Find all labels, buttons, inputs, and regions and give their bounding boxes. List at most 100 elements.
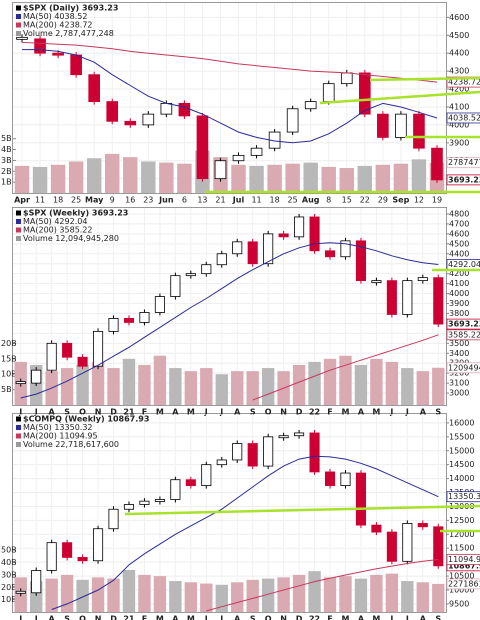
- candle: [309, 216, 320, 252]
- trendline: [124, 504, 480, 516]
- y-tick-label: 4300: [449, 67, 469, 76]
- candle: [431, 147, 443, 181]
- candle: [263, 436, 274, 467]
- legend-swatch: [16, 425, 21, 430]
- candle: [34, 38, 46, 54]
- x-tick-label: A: [358, 615, 365, 620]
- price-tag-box: [446, 329, 480, 341]
- y-tick-label: 4400: [449, 49, 469, 58]
- y-tick-label: 4100: [449, 279, 469, 288]
- candle: [93, 330, 104, 367]
- ma-line: [21, 41, 438, 83]
- x-tick-label: N: [95, 408, 102, 417]
- x-tick-label: 15: [342, 196, 352, 205]
- volume-bar: [321, 166, 336, 193]
- x-tick-label: J: [219, 615, 223, 620]
- x-tick-label: J: [34, 615, 38, 620]
- candle: [278, 435, 289, 439]
- volume-bar: [141, 161, 156, 193]
- volume-bar: [401, 581, 414, 612]
- candle: [413, 113, 425, 149]
- price-tag: 4038.52: [448, 113, 480, 122]
- y-tick-label: 3800: [449, 309, 469, 318]
- volume-bar: [308, 571, 321, 612]
- candle: [433, 277, 444, 325]
- volume-bar: [432, 367, 445, 405]
- legend-swatch: [16, 31, 21, 36]
- volume-bar: [105, 153, 120, 193]
- x-tick-label: F: [142, 615, 147, 620]
- x-tick-label: M: [372, 408, 380, 417]
- ma-line: [252, 334, 439, 401]
- x-tick-label: 25: [288, 196, 298, 205]
- candle: [154, 296, 165, 313]
- ma-line: [51, 455, 439, 610]
- volume-bar: [339, 168, 354, 193]
- legend-swatch: [16, 227, 21, 233]
- y-tick-label: 15000: [449, 446, 474, 455]
- y2-tick-label: 20B: [1, 339, 17, 348]
- volume-bar: [261, 368, 275, 405]
- volume-bar: [416, 371, 429, 405]
- x-tick-label: A: [420, 615, 427, 620]
- y-tick-label: 3500: [449, 339, 469, 348]
- y-tick-label: 4500: [449, 239, 469, 248]
- volume-bar: [385, 361, 399, 405]
- x-tick-label: A: [234, 615, 241, 620]
- volume-bar: [200, 583, 213, 612]
- candle: [88, 74, 101, 102]
- x-tick-label: Sep: [392, 196, 409, 205]
- candle: [309, 432, 320, 473]
- candle: [263, 233, 274, 265]
- y-tick-label: 4100: [449, 102, 469, 111]
- x-tick-label: Aug: [302, 196, 320, 205]
- volume-bar: [215, 374, 228, 405]
- x-tick-label: S: [250, 615, 256, 620]
- candle: [77, 557, 88, 562]
- candle: [46, 342, 57, 371]
- volume-bar: [249, 165, 264, 193]
- x-tick-label: S: [435, 408, 441, 417]
- x-tick-label: S: [250, 408, 256, 417]
- candle: [142, 113, 155, 126]
- y-tick-label: 3400: [449, 349, 469, 358]
- volume-bar: [138, 574, 151, 612]
- volume-bar: [123, 157, 138, 193]
- x-tick-label: 6: [182, 196, 187, 205]
- x-tick-label: A: [49, 408, 56, 417]
- y-tick-label: 4700: [449, 219, 469, 228]
- candle: [93, 528, 104, 562]
- candle: [52, 52, 64, 56]
- x-tick-label: 22: [309, 408, 320, 417]
- candle: [196, 115, 209, 180]
- x-tick-label: 21: [123, 408, 135, 417]
- ma-line: [206, 559, 439, 612]
- y-tick-label: 4600: [449, 13, 469, 22]
- x-tick-label: N: [280, 615, 287, 620]
- price-tag-box: [446, 112, 480, 124]
- x-tick-label: N: [280, 408, 287, 417]
- volume-bar: [107, 578, 120, 612]
- y-tick-label: 3100: [449, 379, 469, 388]
- y-tick-label: 12500: [449, 516, 474, 525]
- x-tick-label: 12: [414, 196, 424, 205]
- candle: [402, 280, 413, 315]
- volume-bar: [153, 576, 167, 612]
- legend-label: $COMPQ (Weekly) 10867.93: [23, 415, 149, 424]
- y2-tick-label: 50B: [1, 546, 17, 555]
- candle: [201, 264, 212, 275]
- volume-bar: [285, 163, 300, 193]
- volume-bar: [277, 577, 290, 612]
- candle: [108, 318, 119, 332]
- x-tick-label: D: [110, 615, 117, 620]
- x-tick-label: J: [405, 615, 409, 620]
- volume-bar: [385, 573, 399, 612]
- price-tag-box: [446, 554, 480, 565]
- y-tick-label: 3900: [449, 299, 469, 308]
- candle: [324, 471, 336, 486]
- x-tick-label: O: [79, 615, 86, 620]
- x-tick-label: F: [142, 408, 147, 417]
- candle: [106, 101, 119, 122]
- candle: [77, 356, 88, 367]
- x-tick-label: 8: [326, 196, 331, 205]
